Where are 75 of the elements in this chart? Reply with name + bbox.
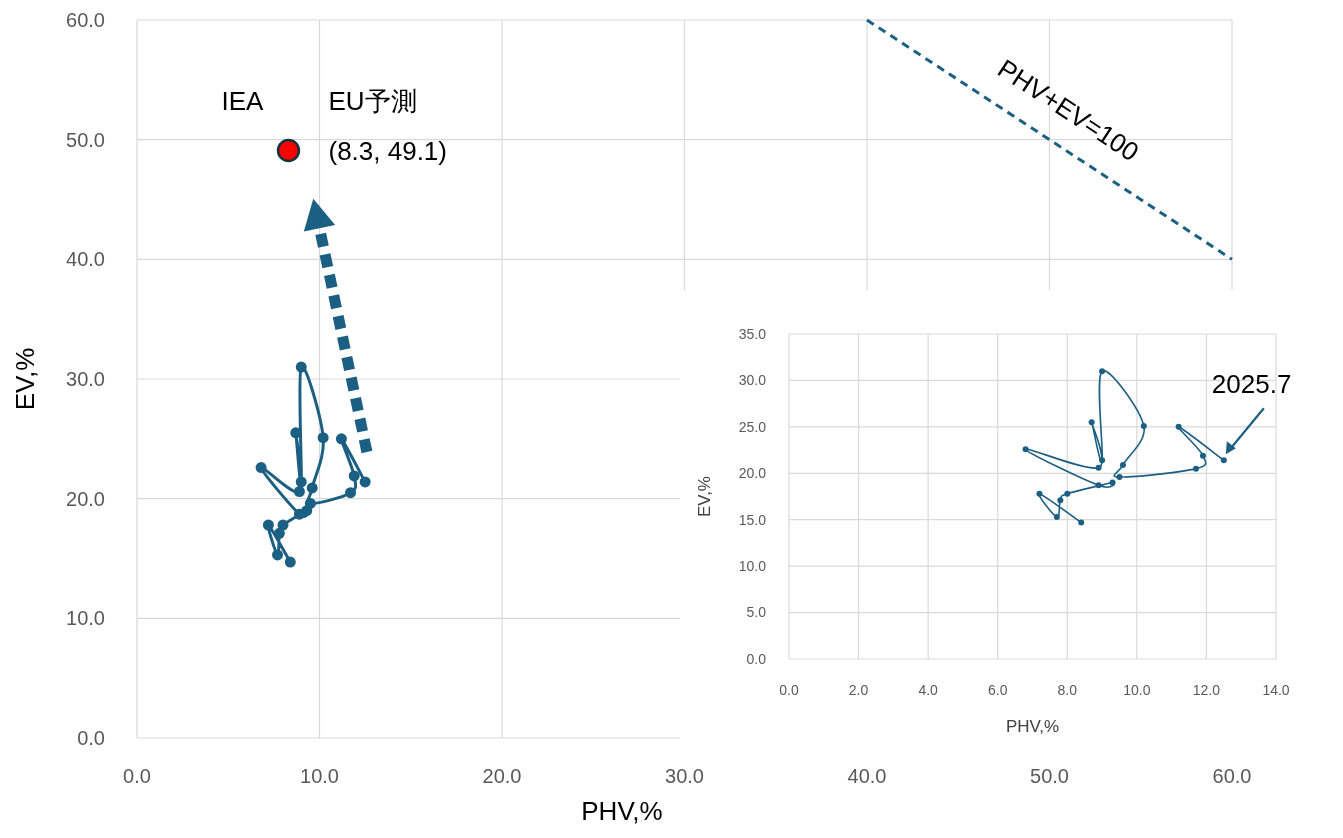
y-tick-label: 40.0 — [66, 248, 105, 271]
y-tick-label: 20.0 — [66, 487, 105, 510]
y-axis-title: EV,% — [695, 476, 714, 517]
y-tick-label: 5.0 — [746, 604, 767, 621]
x-tick-label: 4.0 — [918, 682, 939, 698]
point — [1192, 465, 1199, 472]
point — [1078, 519, 1085, 526]
point — [295, 361, 307, 373]
x-axis-title: PHV,% — [581, 796, 663, 826]
x-tick-label: 0.0 — [779, 682, 799, 698]
point — [293, 485, 305, 497]
y-tick-label: 25.0 — [738, 418, 767, 435]
x-axis-title: PHV,% — [1005, 717, 1060, 736]
y-tick-label: 30.0 — [66, 368, 105, 390]
x-tick-label: 0.0 — [123, 765, 151, 787]
point — [1036, 490, 1043, 497]
y-tick-label: 35.0 — [738, 325, 767, 342]
point — [276, 138, 301, 163]
point — [277, 519, 289, 531]
x-tick-label: 50.0 — [1030, 765, 1069, 787]
x-tick-label: 60.0 — [1212, 765, 1252, 787]
x-tick-label: 12.0 — [1192, 682, 1221, 698]
y-tick-label: 0.0 — [77, 727, 105, 749]
point — [335, 433, 347, 445]
y-tick-label: 10.0 — [738, 558, 767, 575]
annotation: EU予測 — [328, 86, 417, 117]
point — [284, 556, 296, 568]
x-tick-label: 20.0 — [482, 765, 522, 787]
point — [1116, 474, 1123, 480]
annotation: 2025.7 — [1211, 369, 1292, 400]
point — [304, 497, 316, 509]
point — [272, 549, 284, 561]
y-axis-title: EV,% — [10, 347, 40, 411]
point — [1064, 490, 1071, 497]
point — [1057, 497, 1064, 504]
point — [306, 482, 318, 494]
x-tick-label: 30.0 — [665, 765, 704, 787]
point — [1220, 457, 1227, 464]
y-tick-label: 0.0 — [746, 650, 767, 667]
y-tick-label: 15.0 — [738, 511, 767, 528]
point — [1199, 452, 1206, 459]
x-tick-label: 40.0 — [847, 765, 887, 787]
point — [1095, 482, 1102, 489]
y-tick-label: 20.0 — [738, 465, 767, 482]
point — [1109, 479, 1116, 486]
point — [273, 527, 285, 539]
point — [293, 508, 305, 520]
point — [1140, 422, 1147, 429]
annotation: (8.3, 49.1) — [328, 136, 447, 167]
point — [295, 476, 307, 488]
x-tick-label: 8.0 — [1057, 682, 1078, 698]
y-tick-label: 50.0 — [66, 128, 105, 151]
point — [1095, 464, 1102, 471]
x-tick-label: 10.0 — [1123, 682, 1151, 698]
point — [1088, 419, 1095, 426]
point — [317, 432, 329, 444]
point — [1022, 446, 1029, 453]
point — [348, 470, 360, 482]
point — [345, 487, 357, 499]
x-tick-label: 10.0 — [300, 765, 339, 787]
y-tick-label: 10.0 — [66, 607, 105, 630]
y-tick-label: 30.0 — [738, 372, 767, 389]
y-tick-label: 60.0 — [66, 9, 105, 31]
point — [1099, 457, 1106, 464]
point — [262, 519, 274, 531]
point — [1175, 423, 1182, 430]
point — [1099, 368, 1106, 375]
point — [255, 462, 267, 474]
point — [1119, 461, 1126, 468]
annotation: IEA — [221, 86, 265, 117]
x-tick-label: 2.0 — [848, 682, 869, 698]
point — [1053, 513, 1060, 520]
x-tick-label: 6.0 — [987, 682, 1008, 698]
x-tick-label: 14.0 — [1262, 682, 1290, 698]
point — [359, 476, 371, 488]
